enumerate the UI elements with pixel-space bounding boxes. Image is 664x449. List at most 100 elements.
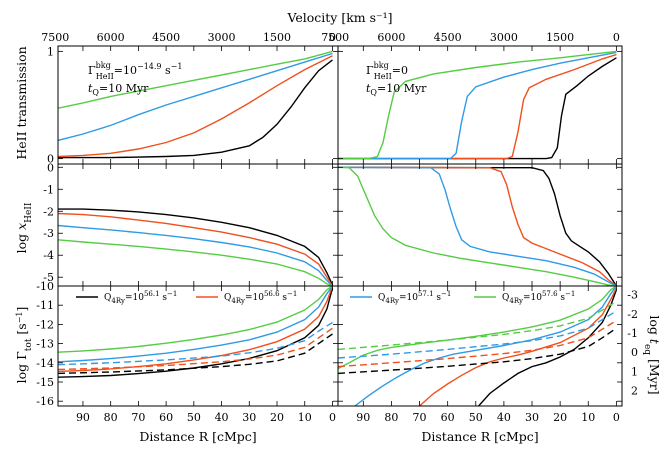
ytick-label: -16 xyxy=(36,395,54,408)
xtick-label: 50 xyxy=(469,411,483,424)
xtick-label: 90 xyxy=(76,411,90,424)
series-line-gamma-left-Q56.6-dashed xyxy=(58,327,333,371)
series-line-gamma-left-Q56.1 xyxy=(58,287,334,378)
velocity-tick-label: 3000 xyxy=(208,31,236,44)
ytick-label: -10 xyxy=(36,280,54,293)
velocity-tick-label: 7500 xyxy=(321,31,349,44)
teq-tick-label: -3 xyxy=(627,289,638,302)
distance-axis-title-right: Distance R [cMpc] xyxy=(421,429,538,444)
xtick-label: 70 xyxy=(413,411,427,424)
series-line-x-left-Q57.1 xyxy=(58,224,333,286)
xtick-label: 20 xyxy=(553,411,567,424)
xtick-label: 40 xyxy=(497,411,511,424)
svg-text:log teq [Myr]: log teq [Myr] xyxy=(642,315,662,394)
series-line-x-right-Q56.6 xyxy=(338,166,617,286)
series-line-gamma-left-Q57.6 xyxy=(58,286,333,353)
velocity-tick-label: 0 xyxy=(613,31,620,44)
series-line-gamma-right-Q57.6-dashed xyxy=(338,300,617,351)
xtick-label: 80 xyxy=(384,411,398,424)
series-line-gamma-right-Q57.1 xyxy=(354,286,617,406)
xtick-label: 0 xyxy=(329,411,336,424)
teq-tick-label: 2 xyxy=(631,385,638,398)
xtick-label: 60 xyxy=(441,411,455,424)
xtick-label: 30 xyxy=(525,411,539,424)
xtick-label: 90 xyxy=(356,411,370,424)
ytick-label: 0 xyxy=(47,153,54,166)
annotation-tq-right: tQ=10 Myr xyxy=(366,82,427,97)
series-line-transmission-left-Q56.6 xyxy=(58,55,333,158)
series-line-transmission-right-Q56.6 xyxy=(338,53,617,160)
legend-entry-Q56.6: Q4Ry=1056.6 s−1 xyxy=(224,290,297,305)
svg-text:HeII transmission: HeII transmission xyxy=(14,46,29,159)
teq-tick-label: -2 xyxy=(627,308,638,321)
velocity-axis-title: Velocity [km s⁻¹] xyxy=(286,10,392,25)
annotation-gamma-left: Γbkg HeII=10−14.9 s−1 xyxy=(88,61,182,81)
velocity-tick-label: 7500 xyxy=(41,31,69,44)
xtick-label: 70 xyxy=(131,411,145,424)
xtick-label: 60 xyxy=(159,411,173,424)
ytick-label: -12 xyxy=(36,318,54,331)
legend-entry-Q56.1: Q4Ry=1056.1 s−1 xyxy=(104,290,177,305)
velocity-tick-label: 0 xyxy=(329,31,336,44)
svg-text:log Γtot [s−1]: log Γtot [s−1] xyxy=(14,307,34,384)
teq-tick-label: -1 xyxy=(627,327,638,340)
velocity-tick-label: 1500 xyxy=(263,31,291,44)
xtick-label: 30 xyxy=(242,411,256,424)
ylabel-xheii: log xHeII xyxy=(14,202,34,253)
series-line-x-right-Q57.6 xyxy=(338,166,617,286)
annotation-tq-left: tQ=10 Myr xyxy=(88,82,149,97)
velocity-tick-label: 6000 xyxy=(377,31,405,44)
legend-entry-Q57.6: Q4Ry=1057.6 s−1 xyxy=(502,290,575,305)
ytick-label: -13 xyxy=(36,338,54,351)
series-line-gamma-right-Q56.6 xyxy=(419,287,618,406)
ytick-label: -15 xyxy=(36,376,54,389)
series-line-transmission-left-Q57.6 xyxy=(58,50,333,109)
velocity-tick-label: 1500 xyxy=(546,31,574,44)
distance-axis-title-left: Distance R [cMpc] xyxy=(139,429,256,444)
ytick-label: 1 xyxy=(47,45,54,58)
xtick-label: 50 xyxy=(187,411,201,424)
annotation-gamma-right: Γbkg HeII=0 xyxy=(366,61,408,81)
xtick-label: 0 xyxy=(613,411,620,424)
series-line-x-left-Q56.1 xyxy=(58,208,334,286)
series-line-gamma-left-Q56.6 xyxy=(58,286,334,373)
ytick-label: -4 xyxy=(43,249,54,262)
svg-text:log xHeII: log xHeII xyxy=(14,202,34,253)
series-line-transmission-left-Q57.1 xyxy=(58,52,333,142)
series-line-x-left-Q57.6 xyxy=(58,239,333,286)
ytick-label: -5 xyxy=(43,271,54,284)
panel-frame-gamma-right xyxy=(337,285,623,407)
series-line-transmission-left-Q56.1 xyxy=(58,59,333,159)
ytick-label: -14 xyxy=(36,357,54,370)
ylabel-transmission: HeII transmission xyxy=(14,46,29,159)
ytick-label: 0 xyxy=(47,161,54,174)
velocity-tick-label: 6000 xyxy=(97,31,125,44)
series-line-transmission-right-Q57.1 xyxy=(338,51,617,160)
panel-frame-gamma-left xyxy=(57,285,339,407)
series-line-gamma-right-Q56.1 xyxy=(478,289,618,406)
series-line-gamma-right-Q56.1-dashed xyxy=(338,327,617,375)
series-line-x-left-Q56.6 xyxy=(58,212,334,286)
ylabel-teq: log teq [Myr] xyxy=(642,315,662,394)
series-line-x-right-Q57.1 xyxy=(338,166,617,286)
velocity-tick-label: 4500 xyxy=(152,31,180,44)
panel-frame-x-left xyxy=(57,163,339,287)
series-line-transmission-right-Q57.6 xyxy=(338,50,617,160)
series-line-gamma-right-Q57.1-dashed xyxy=(338,310,617,359)
xtick-label: 80 xyxy=(104,411,118,424)
ylabel-gamma: log Γtot [s−1] xyxy=(14,307,34,384)
plot-layer: 010-1-2-3-4-5-10-11-12-13-14-15-16-3-2-1… xyxy=(36,31,638,424)
series-line-gamma-right-Q57.6 xyxy=(338,286,617,370)
series-line-transmission-right-Q56.1 xyxy=(338,57,617,160)
ytick-label: -11 xyxy=(36,299,54,312)
series-line-gamma-left-Q56.1-dashed xyxy=(58,333,333,375)
series-line-x-right-Q56.1 xyxy=(338,166,617,286)
velocity-tick-label: 3000 xyxy=(490,31,518,44)
series-line-gamma-right-Q56.6-dashed xyxy=(338,320,617,368)
teq-tick-label: 0 xyxy=(631,346,638,359)
ytick-label: -2 xyxy=(43,205,54,218)
ytick-label: -3 xyxy=(43,227,54,240)
xtick-label: 10 xyxy=(581,411,595,424)
